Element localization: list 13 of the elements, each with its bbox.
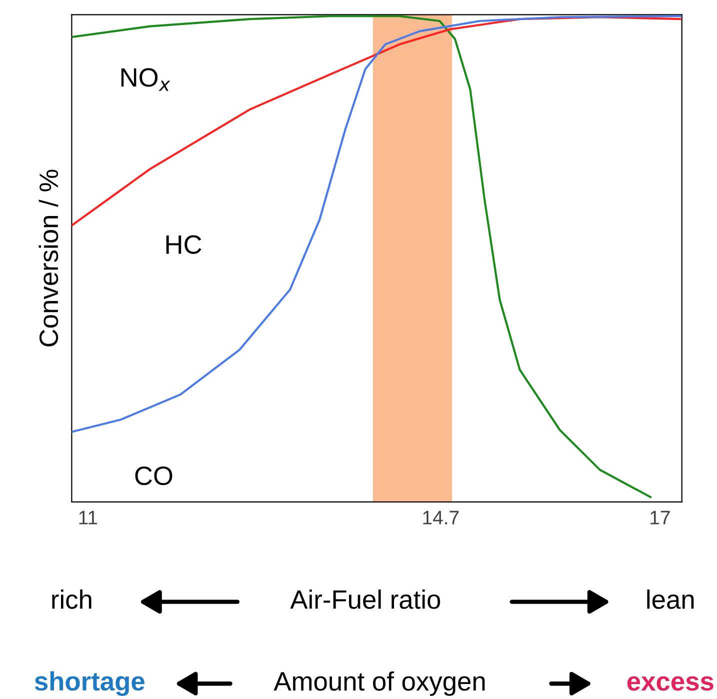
text: HC (166, 235, 202, 254)
series-label: CO (135, 466, 172, 486)
y-axis-title: Conversion / % (38, 170, 58, 346)
text: lean (647, 590, 694, 609)
text: Amount of oxygen (274, 671, 485, 696)
text: Air-Fuel ratio (290, 590, 440, 609)
x-tick-label: 11 (79, 510, 98, 524)
series-label: NO$_{x}$ (121, 68, 170, 91)
x-tick-label: 14.7 (423, 510, 459, 524)
text: rich (52, 590, 92, 609)
text: excess (627, 676, 714, 691)
text: shortage (34, 671, 144, 696)
x-tick-label: 17 (650, 510, 670, 524)
